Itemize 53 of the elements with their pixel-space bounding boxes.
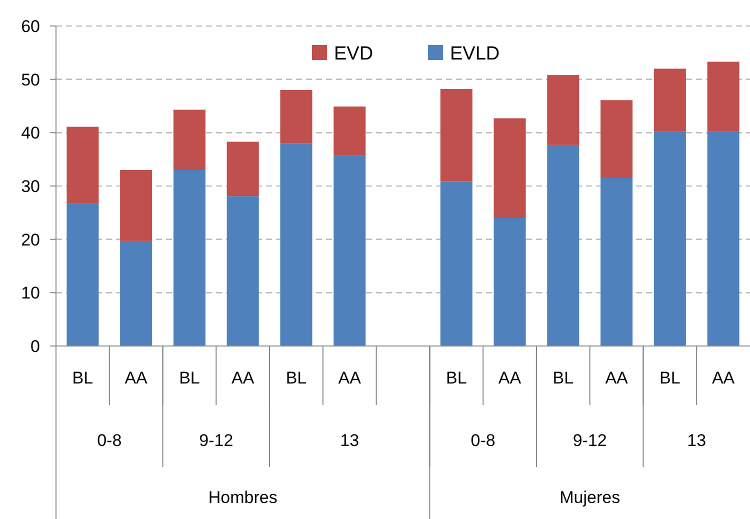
y-tick-label: 30	[21, 176, 40, 196]
text: Mujeres	[560, 488, 620, 507]
x-tick-label: BL	[286, 368, 307, 388]
x-tick-label: BL	[446, 368, 467, 388]
x-tick-label: AA	[124, 368, 148, 388]
bar	[226, 196, 259, 346]
bar	[654, 132, 686, 346]
bar	[547, 144, 580, 346]
bar	[600, 178, 633, 346]
bar	[600, 100, 633, 178]
text: Hombres	[208, 488, 278, 507]
bar	[173, 110, 206, 170]
bar	[120, 170, 152, 241]
x-tick-label: AA	[712, 368, 736, 388]
text: 13	[687, 430, 706, 450]
bar	[66, 126, 99, 204]
x-tick-label: BL	[552, 368, 574, 388]
text: 9-12	[199, 430, 234, 450]
bar	[707, 62, 740, 132]
bar	[440, 181, 472, 346]
y-tick-label: 0	[30, 336, 40, 356]
y-tick-label: 40	[21, 124, 40, 143]
x-tick-label: AA	[605, 368, 629, 388]
bar	[494, 218, 526, 346]
x-tick-label: BL	[660, 368, 680, 388]
x-tick-label: AA	[232, 368, 255, 388]
bar	[654, 68, 686, 132]
x-tick-label: AA	[338, 368, 362, 388]
y-tick-label: 20	[21, 230, 40, 250]
bar	[707, 132, 740, 346]
bar	[440, 88, 472, 182]
x-tick-label: AA	[498, 368, 522, 388]
text: 0-8	[97, 430, 122, 450]
bar	[280, 143, 312, 346]
bar	[226, 142, 259, 196]
x-tick-label: BL	[179, 368, 200, 388]
y-tick-label: 50	[21, 70, 40, 90]
bar	[494, 118, 526, 218]
bar	[66, 203, 99, 346]
bar	[334, 155, 366, 346]
y-tick-label: 60	[21, 16, 40, 36]
text: 9-12	[572, 430, 607, 450]
bar	[547, 75, 580, 145]
text: 0-8	[470, 430, 496, 450]
text: 13	[340, 430, 360, 450]
bar	[334, 106, 366, 156]
y-tick-label: 10	[21, 284, 40, 303]
x-tick-label: BL	[72, 368, 94, 388]
legend-label: EVD	[334, 44, 374, 65]
legend-label: EVLD	[450, 44, 500, 65]
bar	[120, 240, 152, 346]
bar	[280, 90, 312, 144]
bar	[173, 170, 206, 346]
